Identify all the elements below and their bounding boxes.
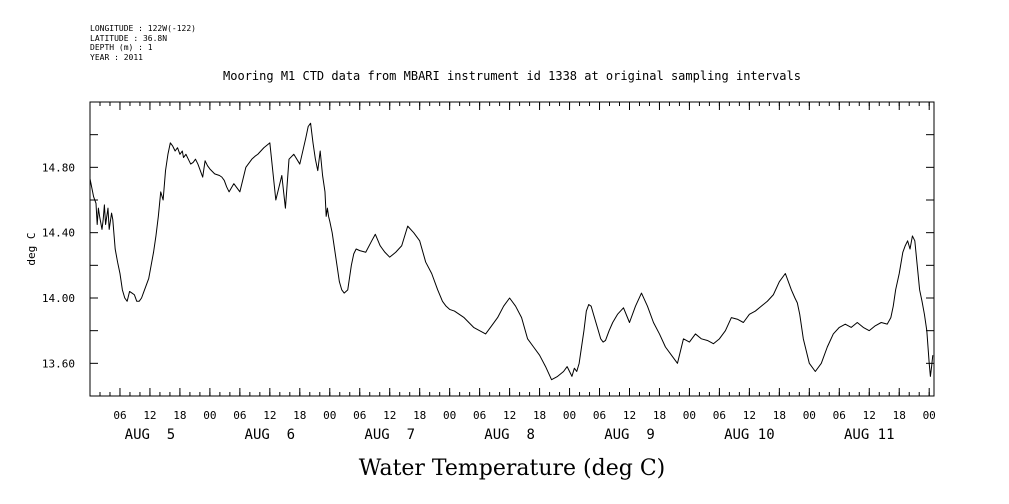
- day-label: AUG 8: [484, 427, 535, 443]
- x-tick-label: 00: [803, 409, 816, 422]
- x-tick-label: 00: [683, 409, 696, 422]
- y-axis: 13.60 14.00 14.40 14.80: [42, 101, 934, 397]
- x-tick-label: 06: [593, 409, 606, 422]
- chart-title: Mooring M1 CTD data from MBARI instrumen…: [223, 69, 801, 83]
- x-axis: 06 12 18 00 06 12 18 00 06 12 18 00 06 12 18 00 06 12 18 00…: [113, 102, 936, 422]
- x-tick-label: 18: [413, 409, 426, 422]
- minor-ticks: [89, 102, 930, 396]
- x-tick-label: 12: [383, 409, 396, 422]
- x-tick-label: 18: [293, 409, 306, 422]
- meta-year: YEAR : 2011: [90, 53, 143, 62]
- x-axis-label: Water Temperature (deg C): [359, 456, 666, 481]
- meta-depth: DEPTH (m) : 1: [90, 43, 153, 52]
- x-tick-label: 00: [923, 409, 936, 422]
- x-tick-label: 18: [653, 409, 666, 422]
- x-tick-label: 18: [173, 409, 186, 422]
- y-tick-label: 14.40: [42, 227, 75, 240]
- x-tick-label: 06: [233, 409, 246, 422]
- x-tick-label: 12: [623, 409, 636, 422]
- x-tick-label: 18: [533, 409, 546, 422]
- x-tick-label: 00: [563, 409, 576, 422]
- day-labels: AUG 5 AUG 6 AUG 7 AUG 8 AUG 9 AUG 10 AUG 11: [125, 427, 895, 443]
- x-tick-label: 12: [263, 409, 276, 422]
- metadata-block: LONGITUDE : 122W(-122) LATITUDE : 36.8N …: [90, 24, 196, 62]
- day-label: AUG 6: [245, 427, 296, 443]
- day-label: AUG 7: [364, 427, 415, 443]
- day-label: AUG 10: [724, 427, 775, 443]
- x-tick-label: 06: [833, 409, 846, 422]
- x-tick-label: 06: [113, 409, 126, 422]
- x-tick-label: 18: [773, 409, 786, 422]
- y-tick-label: 14.00: [42, 292, 75, 305]
- y-tick-label: 13.60: [42, 357, 75, 370]
- plot-frame: [89, 101, 935, 397]
- x-tick-label: 06: [473, 409, 486, 422]
- day-label: AUG 9: [604, 427, 655, 443]
- x-tick-label: 00: [323, 409, 336, 422]
- x-tick-label: 18: [893, 409, 906, 422]
- x-tick-label: 00: [203, 409, 216, 422]
- meta-latitude: LATITUDE : 36.8N: [90, 34, 167, 43]
- x-tick-label: 12: [503, 409, 516, 422]
- x-tick-label: 06: [353, 409, 366, 422]
- y-axis-label: deg C: [25, 232, 38, 265]
- series-group: [89, 122, 934, 381]
- day-label: AUG 11: [844, 427, 895, 443]
- x-tick-label: 12: [743, 409, 756, 422]
- y-tick-label: 14.80: [42, 161, 75, 174]
- x-tick-label: 12: [143, 409, 156, 422]
- x-tick-label: 12: [863, 409, 876, 422]
- x-tick-label: 06: [713, 409, 726, 422]
- x-tick-label: 00: [443, 409, 456, 422]
- meta-longitude: LONGITUDE : 122W(-122): [90, 24, 196, 33]
- temperature-series-line: [89, 122, 934, 381]
- day-label: AUG 5: [125, 427, 176, 443]
